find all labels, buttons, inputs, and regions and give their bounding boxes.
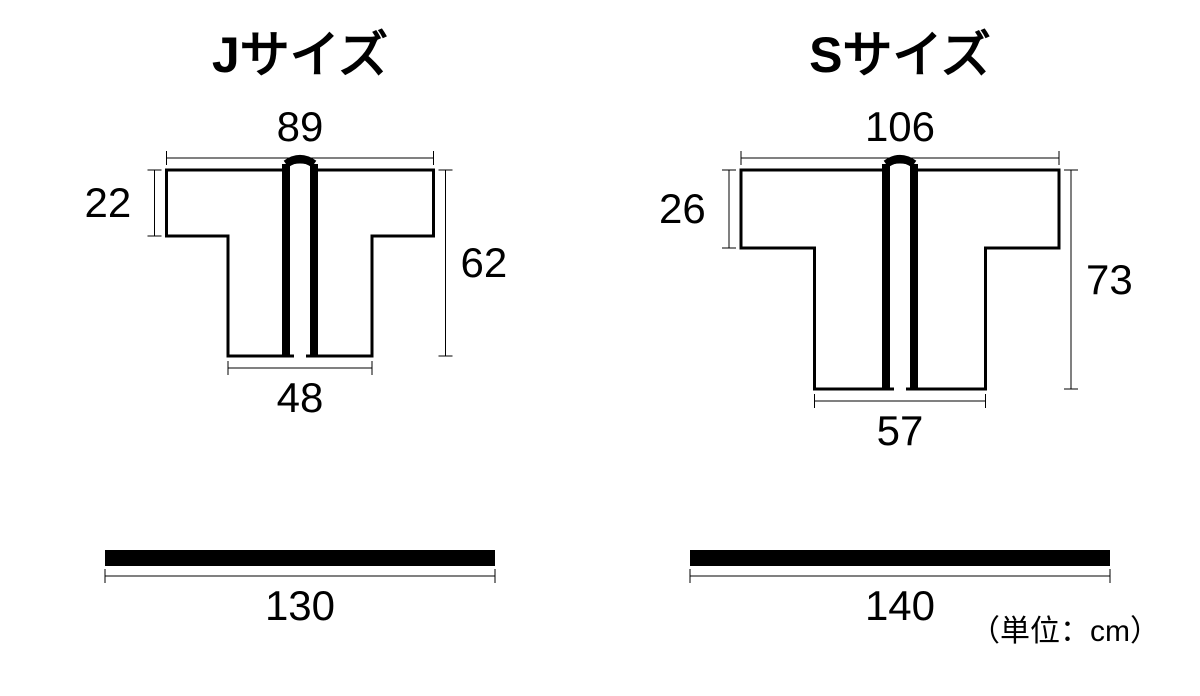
dim-top-J: 89 [240,103,360,151]
dim-total-J: 62 [461,239,508,287]
dim-body-S: 57 [840,407,960,455]
dim-body-J: 48 [240,374,360,422]
size-panel-j: Jサイズ89226248130 [0,0,600,696]
dim-sleeve-J: 22 [85,179,132,227]
unit-label: （単位：cm） [970,606,1160,650]
dim-belt-J: 130 [240,582,360,630]
dim-sleeve-S: 26 [659,185,706,233]
dim-total-S: 73 [1086,256,1133,304]
dim-belt-S: 140 [840,582,960,630]
dim-top-S: 106 [840,103,960,151]
size-panel-s: Sサイズ106267357140 [600,0,1200,696]
